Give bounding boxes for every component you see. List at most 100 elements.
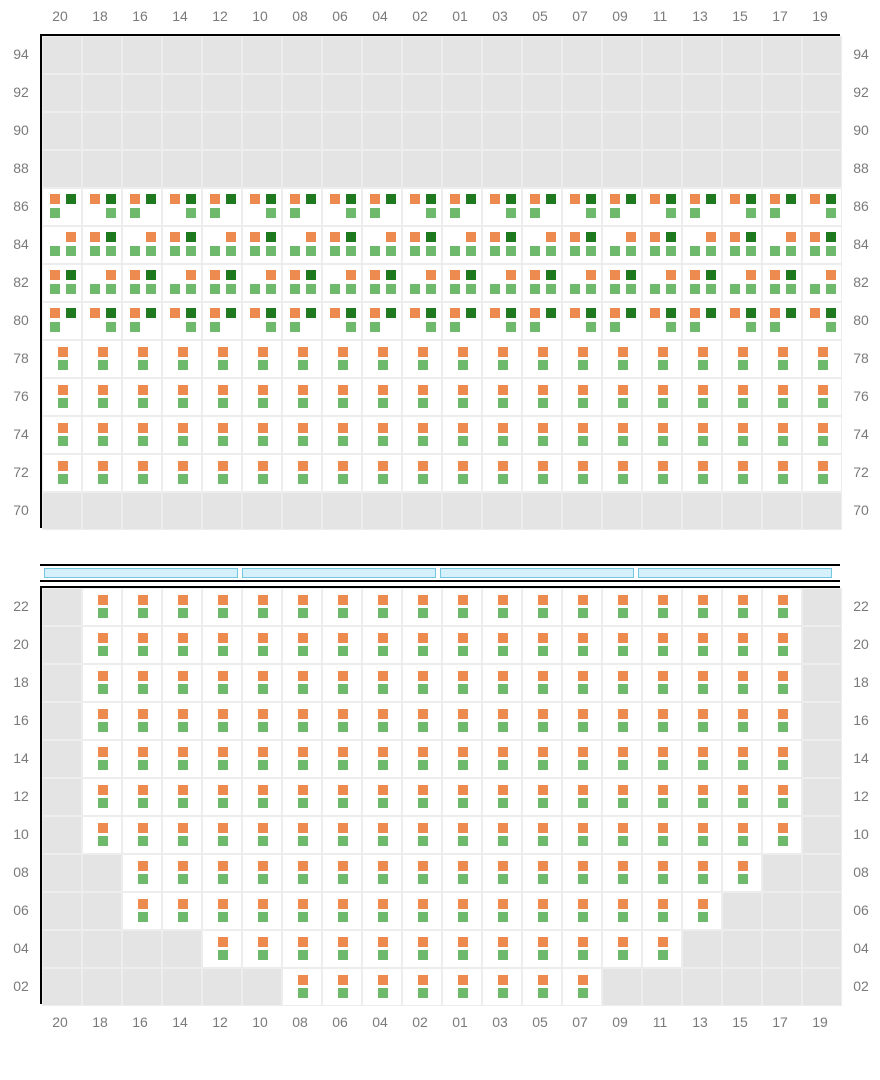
seat-cell[interactable] [482, 664, 522, 702]
seat-cell[interactable] [682, 854, 722, 892]
seat-cell[interactable] [282, 588, 322, 626]
seat-cell[interactable] [722, 740, 762, 778]
seat-cell[interactable] [762, 778, 802, 816]
seat-cell[interactable] [682, 702, 722, 740]
seat-cell[interactable] [122, 778, 162, 816]
seat-cell[interactable] [602, 892, 642, 930]
seat-cell[interactable] [162, 454, 202, 492]
seat-cell[interactable] [562, 626, 602, 664]
seat-cell[interactable] [82, 816, 122, 854]
seat-cell[interactable] [522, 702, 562, 740]
seat-cell[interactable] [442, 740, 482, 778]
seat-cell[interactable] [402, 892, 442, 930]
seat-cell[interactable] [522, 378, 562, 416]
seat-cell[interactable] [162, 664, 202, 702]
seat-cell[interactable] [482, 588, 522, 626]
seat-cell[interactable] [362, 378, 402, 416]
seat-cell[interactable] [522, 264, 562, 302]
seat-cell[interactable] [642, 188, 682, 226]
seat-cell[interactable] [82, 226, 122, 264]
seat-cell[interactable] [442, 778, 482, 816]
seat-cell[interactable] [242, 892, 282, 930]
seat-cell[interactable] [642, 930, 682, 968]
seat-cell[interactable] [722, 664, 762, 702]
seat-cell[interactable] [722, 340, 762, 378]
seat-cell[interactable] [522, 626, 562, 664]
seat-cell[interactable] [402, 930, 442, 968]
seat-cell[interactable] [522, 226, 562, 264]
seat-cell[interactable] [362, 854, 402, 892]
seat-cell[interactable] [442, 340, 482, 378]
seat-cell[interactable] [602, 664, 642, 702]
seat-cell[interactable] [322, 626, 362, 664]
seat-cell[interactable] [242, 264, 282, 302]
seat-cell[interactable] [442, 302, 482, 340]
seat-cell[interactable] [402, 340, 442, 378]
seat-cell[interactable] [442, 930, 482, 968]
seat-cell[interactable] [322, 854, 362, 892]
seat-cell[interactable] [442, 854, 482, 892]
seat-cell[interactable] [602, 740, 642, 778]
seat-cell[interactable] [362, 588, 402, 626]
seat-cell[interactable] [722, 854, 762, 892]
seat-cell[interactable] [482, 226, 522, 264]
seat-cell[interactable] [762, 302, 802, 340]
seat-cell[interactable] [562, 778, 602, 816]
seat-cell[interactable] [482, 854, 522, 892]
seat-cell[interactable] [562, 264, 602, 302]
seat-cell[interactable] [402, 740, 442, 778]
seat-cell[interactable] [602, 340, 642, 378]
seat-cell[interactable] [322, 188, 362, 226]
seat-cell[interactable] [322, 378, 362, 416]
seat-cell[interactable] [42, 416, 82, 454]
seat-cell[interactable] [762, 188, 802, 226]
seat-cell[interactable] [642, 664, 682, 702]
seat-cell[interactable] [122, 588, 162, 626]
seat-cell[interactable] [722, 588, 762, 626]
seat-cell[interactable] [762, 816, 802, 854]
seat-cell[interactable] [402, 416, 442, 454]
seat-cell[interactable] [42, 302, 82, 340]
seat-cell[interactable] [202, 454, 242, 492]
seat-cell[interactable] [402, 454, 442, 492]
seat-cell[interactable] [82, 588, 122, 626]
seat-cell[interactable] [362, 264, 402, 302]
seat-cell[interactable] [322, 778, 362, 816]
seat-cell[interactable] [202, 892, 242, 930]
seat-cell[interactable] [602, 302, 642, 340]
seat-cell[interactable] [522, 302, 562, 340]
seat-cell[interactable] [122, 702, 162, 740]
seat-cell[interactable] [242, 702, 282, 740]
seat-cell[interactable] [402, 626, 442, 664]
seat-cell[interactable] [122, 188, 162, 226]
seat-cell[interactable] [202, 778, 242, 816]
seat-cell[interactable] [442, 626, 482, 664]
seat-cell[interactable] [242, 588, 282, 626]
seat-cell[interactable] [122, 626, 162, 664]
seat-cell[interactable] [322, 702, 362, 740]
seat-cell[interactable] [242, 778, 282, 816]
seat-cell[interactable] [242, 378, 282, 416]
seat-cell[interactable] [322, 664, 362, 702]
seat-cell[interactable] [682, 302, 722, 340]
seat-cell[interactable] [562, 930, 602, 968]
seat-cell[interactable] [482, 378, 522, 416]
seat-cell[interactable] [402, 226, 442, 264]
seat-cell[interactable] [642, 740, 682, 778]
seat-cell[interactable] [682, 416, 722, 454]
seat-cell[interactable] [282, 740, 322, 778]
seat-cell[interactable] [642, 588, 682, 626]
seat-cell[interactable] [482, 454, 522, 492]
seat-cell[interactable] [162, 588, 202, 626]
seat-cell[interactable] [602, 626, 642, 664]
seat-cell[interactable] [522, 930, 562, 968]
seat-cell[interactable] [282, 264, 322, 302]
seat-cell[interactable] [482, 740, 522, 778]
seat-cell[interactable] [202, 626, 242, 664]
seat-cell[interactable] [762, 226, 802, 264]
seat-cell[interactable] [122, 816, 162, 854]
seat-cell[interactable] [202, 226, 242, 264]
seat-cell[interactable] [282, 854, 322, 892]
seat-cell[interactable] [362, 302, 402, 340]
seat-cell[interactable] [82, 740, 122, 778]
